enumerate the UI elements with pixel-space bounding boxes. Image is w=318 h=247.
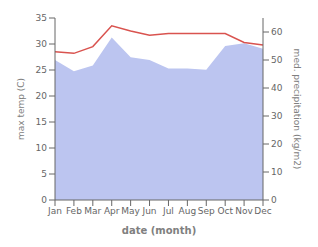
svg-text:25: 25 xyxy=(36,65,47,75)
svg-text:Aug: Aug xyxy=(179,206,197,216)
svg-text:15: 15 xyxy=(36,117,47,127)
svg-text:Jan: Jan xyxy=(47,206,62,216)
svg-text:10: 10 xyxy=(271,167,283,177)
svg-text:0: 0 xyxy=(271,195,277,205)
svg-text:30: 30 xyxy=(271,111,283,121)
svg-text:Jun: Jun xyxy=(142,206,157,216)
svg-text:10: 10 xyxy=(36,143,48,153)
svg-text:date (month): date (month) xyxy=(122,225,196,236)
svg-text:5: 5 xyxy=(41,169,47,179)
svg-text:35: 35 xyxy=(36,13,47,23)
svg-text:40: 40 xyxy=(271,83,283,93)
svg-text:Feb: Feb xyxy=(66,206,82,216)
svg-text:May: May xyxy=(121,206,140,216)
svg-text:20: 20 xyxy=(271,139,283,149)
svg-text:Jul: Jul xyxy=(162,206,174,216)
svg-text:Dec: Dec xyxy=(254,206,271,216)
svg-text:Mar: Mar xyxy=(84,206,101,216)
svg-text:20: 20 xyxy=(36,91,48,101)
svg-text:Apr: Apr xyxy=(104,206,120,216)
svg-text:med. precipitation (kg/m2): med. precipitation (kg/m2) xyxy=(292,49,302,170)
svg-text:Nov: Nov xyxy=(235,206,253,216)
svg-text:max temp (C): max temp (C) xyxy=(16,78,26,140)
svg-text:50: 50 xyxy=(271,55,283,65)
svg-text:0: 0 xyxy=(41,195,47,205)
svg-text:Oct: Oct xyxy=(217,206,233,216)
svg-text:30: 30 xyxy=(36,39,48,49)
svg-text:60: 60 xyxy=(271,27,283,37)
svg-text:Sep: Sep xyxy=(198,206,215,216)
